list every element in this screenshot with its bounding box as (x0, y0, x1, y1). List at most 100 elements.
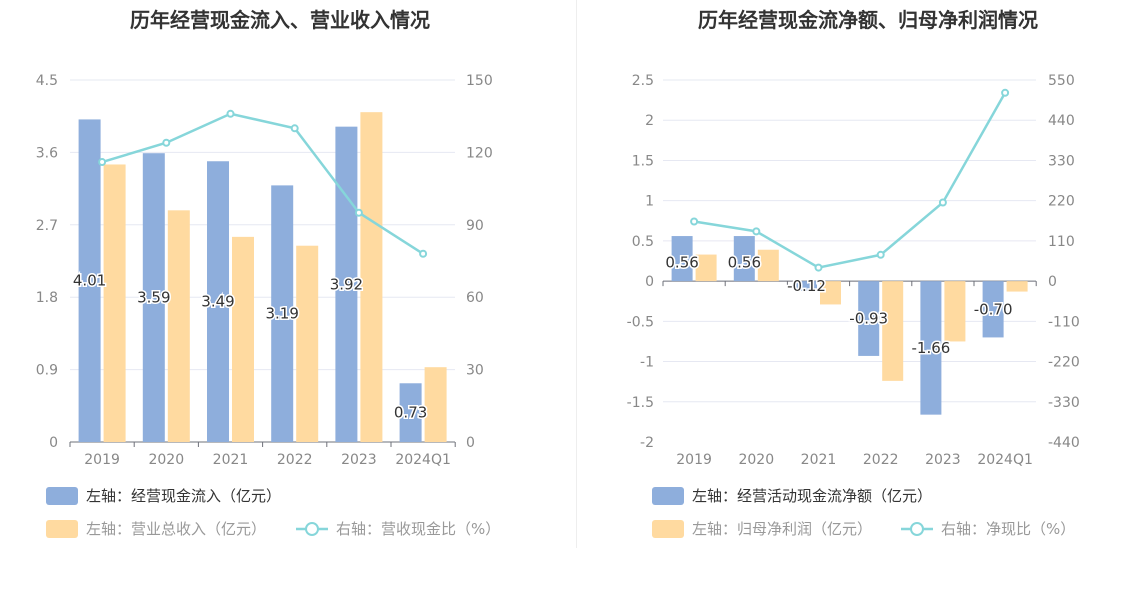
bar-series-1 (858, 281, 880, 356)
bar-series-2 (1006, 281, 1028, 292)
line-point (938, 198, 947, 207)
y-right-tick-label: 110 (1048, 234, 1075, 250)
y-right-tick-label: -330 (1048, 395, 1080, 411)
legend-swatch-line-point (910, 522, 924, 536)
bar-series-1 (142, 153, 165, 442)
y-left-tick-label: -1.5 (627, 395, 654, 411)
y-left-tick-label: 2.5 (632, 73, 654, 89)
y-left-tick-label: 2.7 (36, 218, 58, 234)
bar-data-label: 0.73 (394, 404, 427, 422)
bar-series-2 (757, 249, 779, 282)
y-right-tick-label: 0 (466, 435, 475, 451)
y-left-tick-label: 0.9 (36, 363, 58, 379)
legend-swatch-bar-2 (652, 520, 684, 538)
bar-data-label: 3.19 (265, 305, 298, 323)
y-right-tick-label: 30 (466, 363, 484, 379)
legend-swatch-bar-1 (652, 487, 684, 505)
line-series (693, 92, 1007, 269)
line-point (98, 158, 107, 167)
legend-swatch-bar-1 (46, 487, 78, 505)
bar-data-label: 0.56 (665, 254, 698, 272)
chart-1-title: 历年经营现金流入、营业收入情况 (130, 8, 430, 32)
bar-data-label: 3.92 (330, 275, 363, 293)
bar-series-1 (671, 236, 693, 282)
y-right-tick-label: 0 (1048, 274, 1057, 290)
x-tick-label: 2024Q1 (977, 452, 1033, 468)
legend-swatch-line-point (305, 522, 319, 536)
bar-data-label: 3.59 (137, 289, 170, 307)
x-tick-label: 2022 (277, 452, 313, 468)
y-right-tick-label: 330 (1048, 153, 1075, 169)
y-left-tick-label: 0 (645, 274, 654, 290)
y-right-tick-label: 550 (1048, 73, 1075, 89)
x-tick-label: 2020 (148, 452, 184, 468)
bar-series-1 (271, 185, 294, 443)
bar-data-label: 3.49 (201, 293, 234, 311)
x-tick-label: 2022 (863, 452, 899, 468)
bar-series-2 (424, 367, 447, 442)
bar-series-2 (232, 236, 254, 442)
bar-series-1 (733, 236, 755, 282)
y-right-tick-label: 120 (466, 145, 493, 161)
bar-series-1 (920, 281, 942, 415)
bar-series-1 (78, 119, 101, 442)
legend-swatch-bar-2 (46, 520, 78, 538)
x-tick-label: 2019 (84, 452, 120, 468)
bar-series-1 (207, 161, 229, 442)
x-tick-label: 2023 (341, 452, 377, 468)
y-left-tick-label: -0.5 (627, 314, 654, 330)
y-left-tick-label: 1.8 (36, 290, 58, 306)
bar-data-label: -0.93 (849, 310, 888, 328)
x-tick-label: 2019 (676, 452, 712, 468)
y-left-tick-label: 3.6 (36, 145, 58, 161)
x-tick-label: 2020 (738, 452, 774, 468)
panel-divider (576, 0, 577, 548)
legend-label-1: 左轴：经营现金流入（亿元） (86, 487, 281, 505)
bar-series-2 (944, 281, 966, 342)
bar-series-1 (982, 281, 1004, 338)
y-right-tick-label: 220 (1048, 194, 1075, 210)
bar-data-label: -1.66 (911, 339, 950, 357)
line-point (876, 250, 885, 259)
y-right-tick-label: 90 (466, 218, 484, 234)
y-left-tick-label: 2 (645, 113, 654, 129)
line-point (814, 263, 823, 272)
bar-series-2 (820, 281, 841, 305)
line-point (226, 109, 235, 118)
x-tick-label: 2024Q1 (395, 452, 451, 468)
y-left-tick-label: -2 (640, 435, 654, 451)
legend-label-2: 左轴：营业总收入（亿元） (86, 520, 266, 538)
bar-data-label: 4.01 (73, 272, 106, 290)
bar-series-1 (399, 383, 422, 442)
bar-series-1 (796, 281, 817, 291)
y-right-tick-label: 60 (466, 290, 484, 306)
bar-series-2 (167, 210, 190, 442)
bar-data-label: -0.70 (974, 300, 1013, 318)
x-tick-label: 2021 (213, 452, 249, 468)
y-right-tick-label: 440 (1048, 113, 1075, 129)
legend-label-3: 右轴：净现比（%） (941, 520, 1075, 538)
bar-series-2 (695, 254, 717, 282)
y-right-tick-label: -220 (1048, 355, 1080, 371)
bar-series-2 (296, 245, 319, 442)
x-tick-label: 2021 (801, 452, 837, 468)
line-point (419, 249, 428, 258)
y-left-tick-label: -1 (640, 355, 654, 371)
bar-series-2 (882, 281, 904, 381)
legend-label-2: 左轴：归母净利润（亿元） (692, 520, 872, 538)
y-left-tick-label: 1.5 (632, 153, 654, 169)
y-right-tick-label: 150 (466, 73, 493, 89)
line-point (752, 227, 761, 236)
y-left-tick-label: 0 (49, 435, 58, 451)
y-right-tick-label: -440 (1048, 435, 1080, 451)
line-series (101, 112, 424, 255)
line-point (290, 124, 299, 133)
bar-series-2 (103, 164, 126, 442)
line-point (162, 138, 171, 147)
bar-data-label: -0.12 (787, 277, 826, 295)
line-point (354, 208, 363, 217)
bar-data-label: 0.56 (728, 254, 761, 272)
y-left-tick-label: 0.5 (632, 234, 654, 250)
